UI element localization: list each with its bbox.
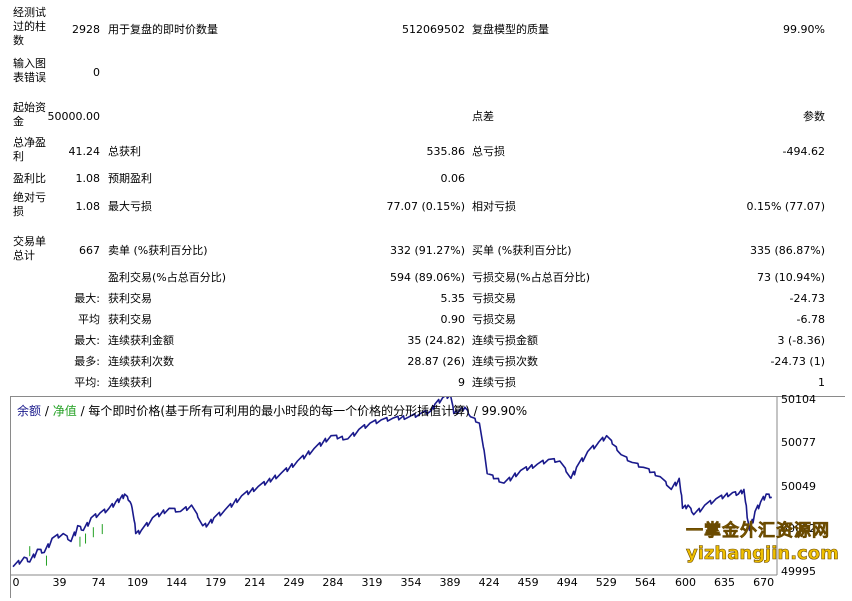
bars-tested-label: 经测试过的柱数 [13,6,46,47]
bars-tested-value: 2928 [72,23,100,36]
balance-chart-svg [11,397,778,576]
x-tick-label: 600 [675,576,696,589]
expected-payoff-value: 0.06 [440,172,466,185]
gross-loss-value: -494.62 [782,145,825,158]
largest-loss-trade-label: 亏损交易 [472,292,516,305]
maximal-consecutive-profit-label: 连续获利次数 [108,355,174,368]
x-tick-label: 354 [400,576,422,589]
x-tick-label: 424 [478,576,500,589]
maximal-drawdown-label: 最大亏损 [108,200,152,213]
relative-drawdown-label: 相对亏损 [472,200,516,213]
x-tick-label: 284 [322,576,344,589]
chart-legend: 余额 / 净值 / 每个即时价格(基于所有可利用的最小时段的每一个价格的分形插值… [17,402,527,419]
average-profit-trade-label: 获利交易 [108,313,152,326]
absolute-drawdown-value: 1.08 [75,200,101,213]
x-tick-label: 74 [91,576,106,589]
y-tick-label: 50104 [781,393,816,406]
max-consecutive-wins-money-label: 连续获利金额 [108,334,174,347]
maximal-consecutive-loss-value: -24.73 (1) [770,355,825,368]
average-loss-trade-label: 亏损交易 [472,313,516,326]
mismatched-charts-errors-label: 输入图表错误 [13,57,46,84]
maximal-prefix: 最多: [74,355,100,368]
x-tick-label: 144 [166,576,188,589]
maximal-consecutive-loss-label: 连续亏损次数 [472,355,538,368]
x-tick-label: 635 [714,576,736,589]
average-profit-trade-value: 0.90 [440,313,466,326]
largest-profit-trade-value: 5.35 [440,292,466,305]
x-tick-label: 179 [205,576,227,589]
legend-separator: / [44,404,49,418]
legend-equity: 净值 [52,404,77,418]
x-tick-label: 494 [556,576,578,589]
average-consecutive-losses-label: 连续亏损 [472,376,516,389]
x-tick-label: 459 [517,576,539,589]
average-consecutive-wins-value: 9 [458,376,465,389]
x-tick-label: 529 [595,576,617,589]
average-consecutive-losses-value: 1 [818,376,825,389]
x-tick-label: 389 [439,576,461,589]
maximum-prefix: 最大: [74,334,100,347]
y-tick-label: 49995 [781,565,816,578]
ticks-modelled-value: 512069502 [402,23,465,36]
x-tick-label: 109 [127,576,149,589]
largest-loss-trade-value: -24.73 [789,292,825,305]
profit-factor-label: 盈利比 [13,172,46,185]
x-tick-label: 0 [12,576,20,589]
maximal-drawdown-value: 77.07 (0.15%) [386,200,465,213]
y-tick-label: 50022 [781,522,816,536]
watermark-logo-url: yizhangjin.com [686,543,839,565]
y-tick-label: 50049 [781,479,816,493]
total-net-profit-value: 41.24 [68,145,101,158]
average-prefix: 平均 [78,313,100,326]
profit-trades-label: 盈利交易(%占总百分比) [108,271,227,284]
spread-value: 参数 [803,110,825,123]
mismatched-charts-errors-value: 0 [93,66,100,79]
average-consecutive-wins-label: 连续获利 [108,376,152,389]
legend-description: / 每个即时价格(基于所有可利用的最小时段的每一个价格的分形插值计算) / 99… [80,404,528,418]
largest-prefix: 最大: [74,292,100,305]
max-consecutive-losses-money-value: 3 (-8.36) [777,334,825,347]
profit-factor-value: 1.08 [75,172,101,185]
x-tick-label: 249 [283,576,305,589]
short-positions-value: 332 (91.27%) [389,244,465,257]
loss-trades-label: 亏损交易(%占总百分比) [472,271,591,284]
legend-balance: 余额 [17,404,42,418]
long-positions-value: 335 (86.87%) [749,244,825,257]
x-tick-label: 319 [361,576,383,589]
watermark-logo-cn: 一掌金外汇资源网 [686,521,830,542]
average-consecutive-prefix: 平均: [74,376,100,389]
equity-series [29,524,103,566]
modelling-quality-label: 复盘模型的质量 [472,23,549,36]
gross-loss-label: 总亏损 [472,145,505,158]
expected-payoff-label: 预期盈利 [108,172,152,185]
x-tick-label: 670 [753,576,775,589]
short-positions-label: 卖单 (%获利百分比) [108,244,208,257]
total-net-profit-label: 总净盈利 [13,136,46,163]
x-tick-label: 39 [52,576,67,589]
initial-deposit-label: 起始资金 [13,101,46,128]
balance-series-line [12,397,772,568]
x-tick-label: 564 [634,576,656,589]
balance-chart: 余额 / 净值 / 每个即时价格(基于所有可利用的最小时段的每一个价格的分形插值… [10,396,845,598]
initial-deposit-value: 50000.00 [47,110,101,123]
average-loss-trade-value: -6.78 [796,313,825,326]
largest-profit-trade-label: 获利交易 [108,292,152,305]
max-consecutive-wins-money-value: 35 (24.82) [407,334,465,347]
max-consecutive-losses-money-label: 连续亏损金额 [472,334,538,347]
x-tick-label: 214 [244,576,266,589]
profit-trades-value: 594 (89.06%) [389,271,465,284]
y-tick-label: 50077 [781,435,816,449]
total-trades-value: 667 [79,244,100,257]
absolute-drawdown-label: 绝对亏损 [13,191,46,218]
loss-trades-value: 73 (10.94%) [756,271,825,284]
ticks-modelled-label: 用于复盘的即时价数量 [108,23,218,36]
gross-profit-value: 535.86 [426,145,466,158]
relative-drawdown-value: 0.15% (77.07) [746,200,825,213]
spread-label: 点差 [472,110,494,123]
modelling-quality-value: 99.90% [783,23,825,36]
long-positions-label: 买单 (%获利百分比) [472,244,572,257]
total-trades-label: 交易单总计 [13,235,46,262]
gross-profit-label: 总获利 [108,145,141,158]
maximal-consecutive-profit-value: 28.87 (26) [407,355,465,368]
